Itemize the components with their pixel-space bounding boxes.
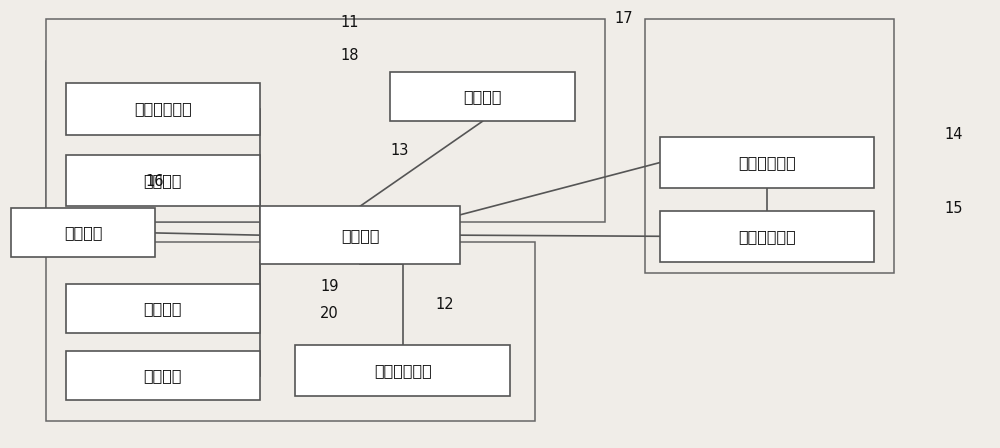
Text: 定位模块: 定位模块 <box>463 89 502 104</box>
Text: 无线通讯模块: 无线通讯模块 <box>738 229 796 244</box>
Text: 18: 18 <box>340 47 359 63</box>
Bar <box>295 345 510 396</box>
Text: 控制模块: 控制模块 <box>341 228 379 243</box>
Text: 12: 12 <box>435 297 454 312</box>
Text: 19: 19 <box>320 279 339 294</box>
Text: 14: 14 <box>944 127 963 142</box>
Text: 锁舌联动机构: 锁舌联动机构 <box>738 155 796 170</box>
Text: 显示模块: 显示模块 <box>144 368 182 383</box>
Bar <box>66 155 260 206</box>
Text: 卡片检测机构: 卡片检测机构 <box>134 102 192 116</box>
Text: 电源模块: 电源模块 <box>64 225 102 241</box>
Bar <box>660 137 874 188</box>
Text: 安全模块: 安全模块 <box>144 173 182 188</box>
Bar <box>645 18 894 273</box>
Text: 20: 20 <box>320 306 339 321</box>
Text: 15: 15 <box>944 201 963 216</box>
Bar <box>46 242 535 421</box>
Bar <box>66 351 260 401</box>
Bar <box>660 211 874 262</box>
Bar <box>390 72 575 121</box>
Bar <box>11 208 155 258</box>
Bar <box>66 83 260 135</box>
Text: 17: 17 <box>615 11 633 26</box>
Bar <box>260 206 460 264</box>
Text: 扫描模块: 扫描模块 <box>144 302 182 316</box>
Text: 标签读写模块: 标签读写模块 <box>374 363 432 378</box>
Text: 11: 11 <box>340 15 359 30</box>
Bar <box>66 284 260 333</box>
Text: 16: 16 <box>145 174 164 189</box>
Bar <box>46 61 275 222</box>
Bar <box>46 18 605 222</box>
Text: 13: 13 <box>390 143 409 158</box>
